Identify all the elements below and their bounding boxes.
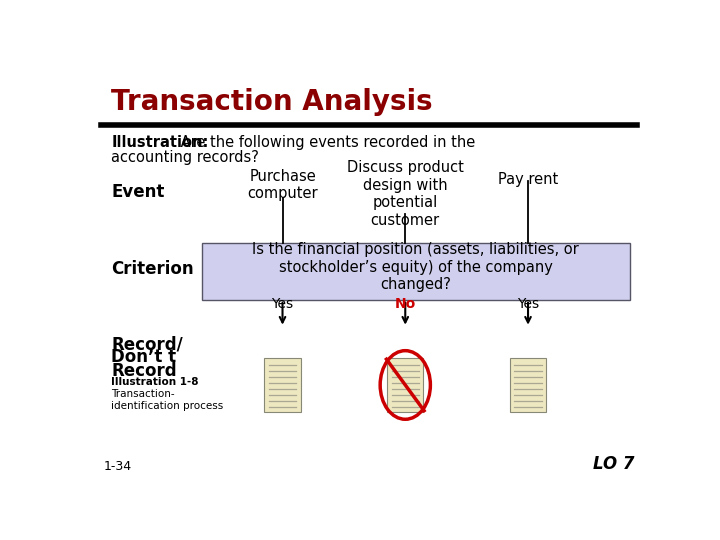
Text: Illustration 1-8: Illustration 1-8 bbox=[111, 377, 199, 388]
Text: Yes: Yes bbox=[271, 297, 294, 311]
FancyBboxPatch shape bbox=[387, 358, 423, 412]
Text: Record/: Record/ bbox=[111, 335, 183, 353]
Text: No: No bbox=[395, 297, 416, 311]
Text: Don’t t: Don’t t bbox=[111, 348, 176, 366]
Text: Illustration:: Illustration: bbox=[111, 136, 209, 151]
Text: Are the following events recorded in the: Are the following events recorded in the bbox=[176, 136, 476, 151]
Text: Yes: Yes bbox=[517, 297, 539, 311]
Text: 1-34: 1-34 bbox=[104, 460, 132, 473]
Text: Is the financial position (assets, liabilities, or
stockholder’s equity) of the : Is the financial position (assets, liabi… bbox=[253, 242, 580, 292]
Text: Event: Event bbox=[111, 183, 165, 201]
FancyBboxPatch shape bbox=[510, 358, 546, 412]
Text: Criterion: Criterion bbox=[111, 260, 194, 278]
FancyBboxPatch shape bbox=[264, 358, 301, 412]
Text: Pay rent: Pay rent bbox=[498, 172, 558, 187]
Text: accounting records?: accounting records? bbox=[111, 150, 259, 165]
Text: Discuss product
design with
potential
customer: Discuss product design with potential cu… bbox=[347, 160, 464, 228]
Text: Transaction Analysis: Transaction Analysis bbox=[111, 87, 433, 116]
Text: Purchase
computer: Purchase computer bbox=[247, 168, 318, 201]
Text: Transaction-
identification process: Transaction- identification process bbox=[111, 389, 223, 411]
FancyBboxPatch shape bbox=[202, 243, 630, 300]
Text: Record: Record bbox=[111, 362, 177, 380]
Text: LO 7: LO 7 bbox=[593, 455, 634, 473]
